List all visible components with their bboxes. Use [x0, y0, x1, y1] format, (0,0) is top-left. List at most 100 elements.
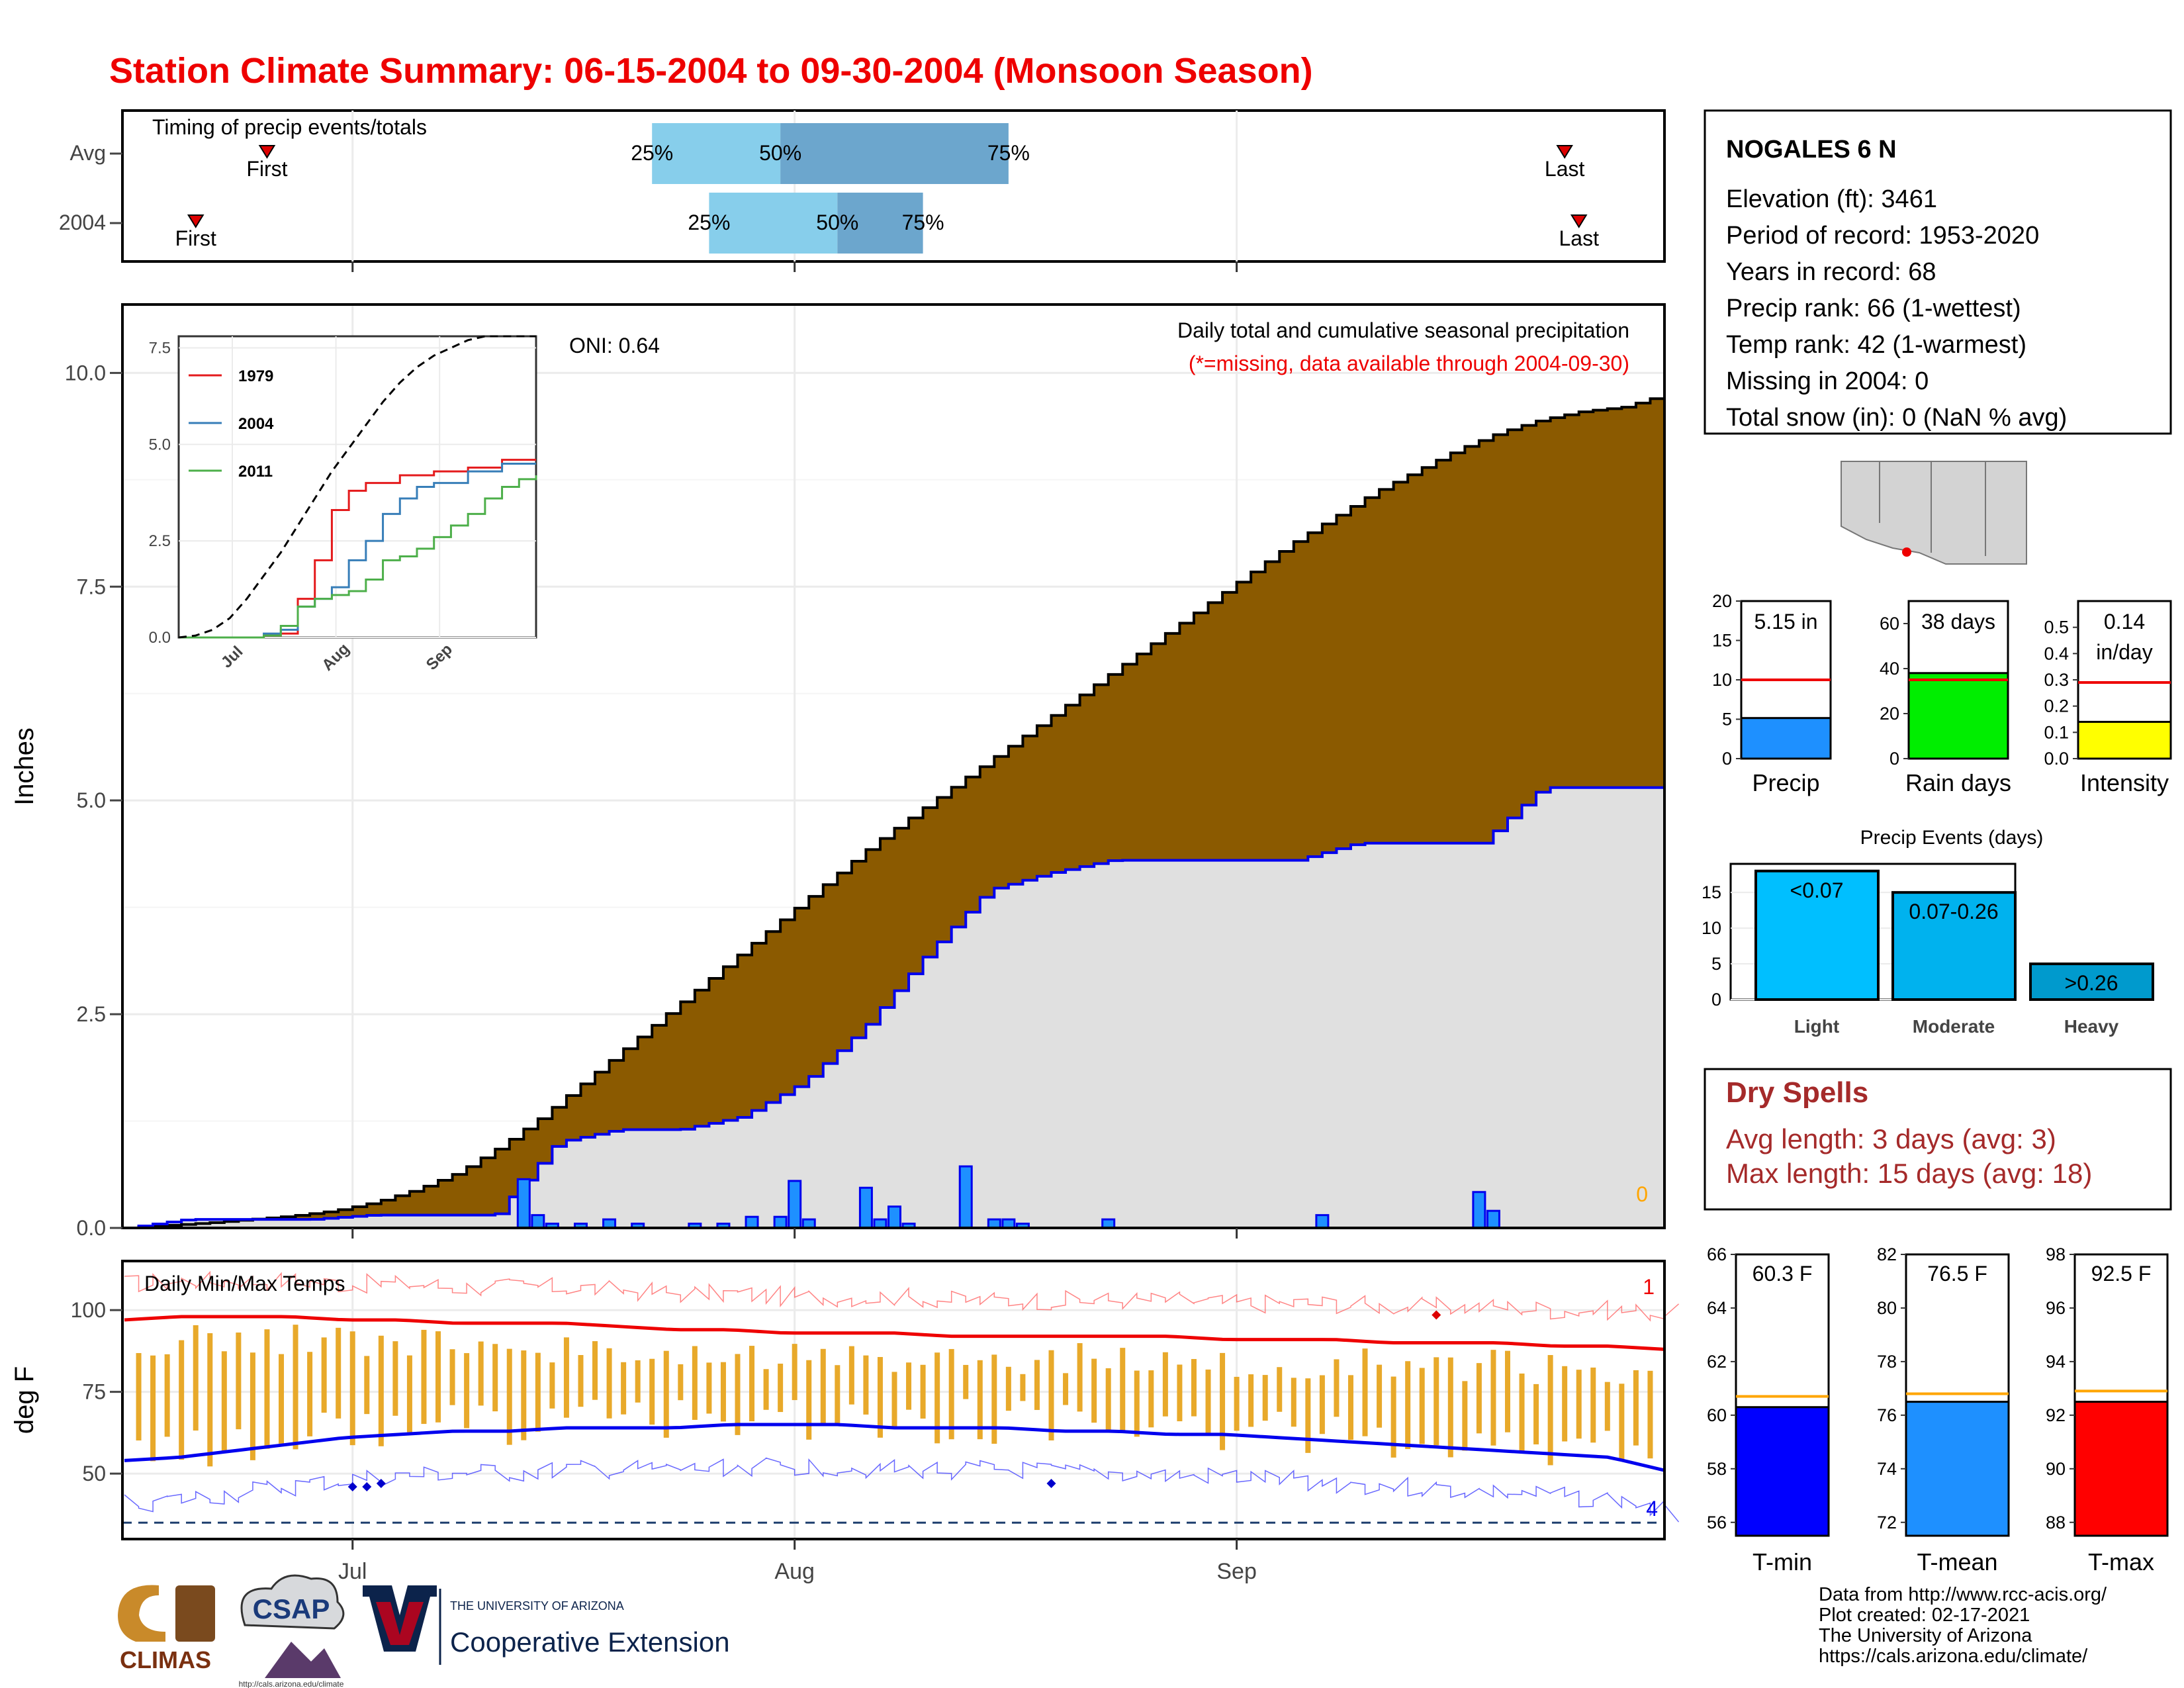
daily-temp-bar-59 [963, 1364, 969, 1399]
tbar-value-2 [2073, 1401, 2169, 1537]
daily-temp-bar-63 [1020, 1374, 1026, 1401]
daily-temp-bar-53 [877, 1356, 883, 1438]
daily-temp-bar-13 [307, 1352, 313, 1436]
inset-legend-label: 2011 [238, 463, 273, 481]
minibar-label: Intensity [2080, 769, 2169, 796]
daily-temp-bar-19 [392, 1341, 398, 1416]
daily-temp-bar-14 [321, 1337, 327, 1413]
tbar-label: T-mean [1917, 1548, 1997, 1575]
inset-legend-label: 2004 [238, 415, 274, 433]
tbar-tick-label: 56 [1707, 1513, 1727, 1532]
csap-mountains [265, 1642, 341, 1678]
daily-temp-bar-55 [906, 1362, 912, 1410]
station-info-line: Precip rank: 66 (1-wettest) [1726, 295, 2021, 322]
daily-temp-bar-28 [521, 1350, 527, 1440]
temp-panel-frame [121, 1260, 1666, 1540]
timing-box-25-50 [652, 123, 781, 184]
tbar-tick-label: 72 [1877, 1513, 1897, 1532]
temp-ytick-label: 100 [71, 1298, 106, 1322]
daily-temp-bar-8 [236, 1333, 242, 1430]
tbar-value-text: 92.5 F [2091, 1262, 2152, 1286]
main-annotation-missing: (*=missing, data available through 2004-… [1189, 352, 1629, 375]
daily-temp-bar-79 [1248, 1374, 1254, 1427]
temp-ylabel: deg F [10, 1366, 39, 1434]
daily-temp-bar-51 [848, 1346, 854, 1405]
events-bar-2 [2029, 962, 2154, 1001]
daily-temp-bar-94 [1462, 1381, 1468, 1451]
daily-temp-bar-83 [1305, 1378, 1311, 1453]
daily-temp-bar-90 [1405, 1361, 1411, 1450]
main-ytick-label: 7.5 [77, 575, 106, 598]
daily-temp-bar-54 [891, 1372, 897, 1428]
daily-temp-bar-65 [1048, 1350, 1054, 1441]
month-label: Aug [774, 1559, 815, 1584]
daily-temp-bar-72 [1148, 1370, 1154, 1428]
csap-cloud [240, 1574, 345, 1630]
tbar-tick-label: 90 [2046, 1459, 2066, 1479]
daily-temp-bar-9 [250, 1352, 255, 1460]
daily-temp-bar-57 [934, 1352, 940, 1444]
daily-temp-bar-73 [1162, 1352, 1168, 1417]
map-region [1841, 461, 2027, 565]
daily-temp-bar-50 [835, 1365, 841, 1425]
record-low-marker-1 [362, 1481, 372, 1491]
events-tick-label: 15 [1702, 882, 1721, 902]
events-bar-1 [1891, 891, 2017, 1001]
daily-temp-bar-45 [763, 1369, 769, 1410]
tbar-tick-label: 62 [1707, 1352, 1727, 1372]
daily-temp-bar-43 [735, 1354, 741, 1435]
daily-temp-bar-88 [1377, 1364, 1383, 1428]
csap-url: http://cals.arizona.edu/climate [239, 1679, 344, 1688]
main-annotation-title: Daily total and cumulative seasonal prec… [1177, 318, 1629, 342]
minibar-tick-label: 5 [1722, 710, 1732, 729]
tbar-label: T-max [2088, 1548, 2154, 1575]
inset-ytick-label: 2.5 [149, 532, 171, 550]
record-low-marker-3 [1046, 1479, 1056, 1488]
daily-temp-bar-40 [692, 1346, 698, 1420]
daily-temp-bar-12 [293, 1325, 298, 1450]
daily-temp-bar-49 [820, 1348, 826, 1425]
daily-temp-bar-101 [1562, 1366, 1568, 1442]
daily-precip-bar-12 [858, 1186, 873, 1229]
missing-count: 0 [1636, 1182, 1648, 1206]
tbar-tick-label: 88 [2046, 1513, 2066, 1532]
events-category-label: Moderate [1913, 1016, 1995, 1037]
tbar-tick-label: 58 [1707, 1459, 1727, 1479]
timing-last-label: Last [1559, 226, 1599, 250]
credit-line: Data from http://www.rcc-acis.org/ [1819, 1584, 2107, 1605]
timing-q50-label: 50% [816, 211, 858, 234]
tbar-value-1 [1905, 1401, 2010, 1537]
daily-temp-bar-74 [1177, 1364, 1183, 1422]
daily-temp-bar-18 [378, 1335, 384, 1446]
page-title: Station Climate Summary: 06-15-2004 to 0… [109, 51, 1313, 91]
events-bar-label: >0.26 [2065, 971, 2118, 995]
temp-ytick-label: 50 [82, 1462, 106, 1485]
minibar-value-text: 38 days [1921, 610, 1995, 633]
inset-panel [177, 335, 537, 639]
minibar-value-text: 5.15 in [1754, 610, 1817, 633]
daily-precip-bar-9 [773, 1215, 788, 1229]
timing-first-marker [187, 214, 205, 228]
daily-precip-bar-10 [788, 1180, 802, 1229]
daily-temp-bar-11 [279, 1354, 285, 1444]
daily-temp-bar-48 [806, 1360, 812, 1440]
daily-temp-bar-99 [1533, 1383, 1539, 1444]
minibar-tick-label: 40 [1880, 659, 1899, 679]
daily-temp-bar-1 [136, 1353, 142, 1441]
station-info-line: Temp rank: 42 (1-warmest) [1726, 331, 2026, 359]
daily-temp-bar-41 [706, 1362, 712, 1414]
daily-precip-bar-14 [887, 1205, 901, 1229]
record-high-line [124, 1270, 1680, 1322]
csap-logo-text: CSAP [253, 1593, 330, 1624]
main-ytick-label: 10.0 [65, 361, 106, 385]
daily-temp-bar-27 [506, 1348, 512, 1445]
tbar-tick-label: 60 [1707, 1405, 1727, 1425]
minibar-tick-label: 15 [1712, 631, 1732, 651]
timing-row-label: 2004 [59, 211, 106, 234]
daily-precip-bar-8 [745, 1215, 759, 1229]
daily-temp-bar-62 [1005, 1366, 1011, 1411]
daily-temp-bar-66 [1063, 1373, 1069, 1405]
tbar-value-text: 60.3 F [1752, 1262, 1813, 1286]
daily-temp-bar-32 [578, 1355, 584, 1407]
